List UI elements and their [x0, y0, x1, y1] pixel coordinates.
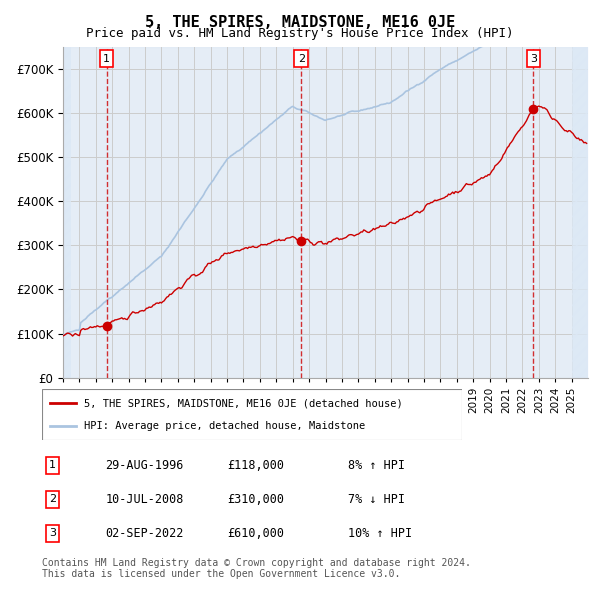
Text: 7% ↓ HPI: 7% ↓ HPI	[348, 493, 405, 506]
Text: This data is licensed under the Open Government Licence v3.0.: This data is licensed under the Open Gov…	[42, 569, 400, 579]
5, THE SPIRES, MAIDSTONE, ME16 0JE (detached house)	[535, 103, 542, 110]
Bar	[572, 47, 588, 378]
Text: 29-AUG-1996: 29-AUG-1996	[106, 458, 184, 472]
Line: HPI: Average price, detached house, Maidstone: HPI: Average price, detached house, Maid…	[63, 0, 587, 336]
Text: 3: 3	[530, 54, 537, 64]
HPI: Average price, detached house, Maidstone: (2e+03, 1.25e+05): Average price, detached house, Maidstone…	[77, 319, 85, 326]
Line: 5, THE SPIRES, MAIDSTONE, ME16 0JE (detached house): 5, THE SPIRES, MAIDSTONE, ME16 0JE (deta…	[63, 106, 587, 336]
Text: £610,000: £610,000	[227, 527, 284, 540]
5, THE SPIRES, MAIDSTONE, ME16 0JE (detached house)	[79, 326, 86, 333]
Text: 5, THE SPIRES, MAIDSTONE, ME16 0JE: 5, THE SPIRES, MAIDSTONE, ME16 0JE	[145, 15, 455, 30]
HPI: Average price, detached house, Maidstone: (2e+03, 1.56e+05): Average price, detached house, Maidstone…	[94, 305, 101, 312]
Text: 8% ↑ HPI: 8% ↑ HPI	[348, 458, 405, 472]
Text: Contains HM Land Registry data © Crown copyright and database right 2024.: Contains HM Land Registry data © Crown c…	[42, 558, 471, 568]
Bar	[63, 47, 71, 378]
5, THE SPIRES, MAIDSTONE, ME16 0JE (detached house)	[581, 139, 589, 146]
Text: Price paid vs. HM Land Registry's House Price Index (HPI): Price paid vs. HM Land Registry's House …	[86, 27, 514, 40]
Text: HPI: Average price, detached house, Maidstone: HPI: Average price, detached house, Maid…	[84, 421, 365, 431]
Text: 1: 1	[49, 460, 56, 470]
Text: £118,000: £118,000	[227, 458, 284, 472]
Text: 3: 3	[49, 529, 56, 538]
Text: £310,000: £310,000	[227, 493, 284, 506]
Text: 02-SEP-2022: 02-SEP-2022	[106, 527, 184, 540]
Text: 1: 1	[103, 54, 110, 64]
5, THE SPIRES, MAIDSTONE, ME16 0JE (detached house)	[95, 323, 102, 330]
Text: 2: 2	[298, 54, 305, 64]
5, THE SPIRES, MAIDSTONE, ME16 0JE (detached house)	[69, 333, 76, 340]
Text: 10-JUL-2008: 10-JUL-2008	[106, 493, 184, 506]
5, THE SPIRES, MAIDSTONE, ME16 0JE (detached house)	[583, 140, 590, 147]
5, THE SPIRES, MAIDSTONE, ME16 0JE (detached house)	[59, 332, 67, 339]
HPI: Average price, detached house, Maidstone: (1.99e+03, 9.55e+04): Average price, detached house, Maidstone…	[59, 332, 67, 339]
HPI: Average price, detached house, Maidstone: (2.01e+03, 5.89e+05): Average price, detached house, Maidstone…	[329, 115, 336, 122]
HPI: Average price, detached house, Maidstone: (2.02e+03, 6.94e+05): Average price, detached house, Maidstone…	[433, 68, 440, 76]
5, THE SPIRES, MAIDSTONE, ME16 0JE (detached house)	[434, 196, 441, 204]
Text: 2: 2	[49, 494, 56, 504]
Text: 10% ↑ HPI: 10% ↑ HPI	[348, 527, 412, 540]
Text: 5, THE SPIRES, MAIDSTONE, ME16 0JE (detached house): 5, THE SPIRES, MAIDSTONE, ME16 0JE (deta…	[84, 398, 403, 408]
5, THE SPIRES, MAIDSTONE, ME16 0JE (detached house)	[330, 236, 337, 243]
FancyBboxPatch shape	[42, 389, 462, 440]
5, THE SPIRES, MAIDSTONE, ME16 0JE (detached house)	[512, 132, 519, 139]
